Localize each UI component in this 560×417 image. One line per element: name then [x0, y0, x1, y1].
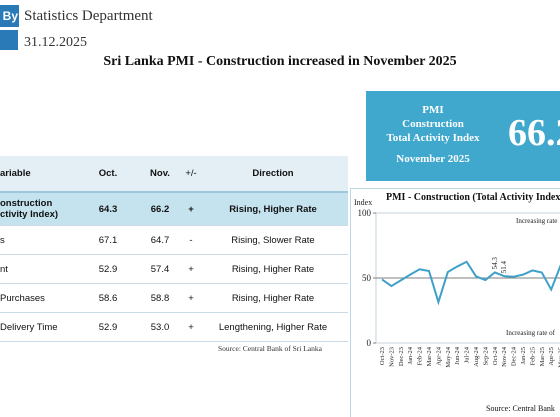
series-line: [381, 260, 560, 306]
row-oct: 64.3: [98, 203, 118, 215]
kpi-label-month: November 2025: [396, 153, 470, 165]
table-row: Purchases 58.6 58.8 + Rising, Higher Rat…: [0, 284, 348, 313]
x-tick-label: Sep-24: [482, 346, 489, 365]
row-sign: +: [188, 263, 194, 275]
x-tick-label: Nov-24: [501, 346, 508, 367]
page-title: Sri Lanka PMI - Construction increased i…: [103, 54, 457, 69]
chart-source: Source: Central Bank: [486, 404, 555, 413]
x-tick-label: Dec-24: [511, 346, 518, 366]
row-variable-line2: ctivity Index): [0, 209, 59, 220]
table-row: s 67.1 64.7 - Rising, Slower Rate: [0, 226, 348, 255]
kpi-card: PMI Construction Total Activity Index No…: [366, 91, 560, 181]
row-variable: onstruction ctivity Index): [0, 193, 95, 225]
header-oct: Oct.: [98, 168, 118, 179]
header-variable: ariable: [0, 168, 31, 179]
x-tick-label: Oct-23: [379, 347, 386, 365]
x-tick-label: Dec-23: [398, 347, 405, 366]
row-sign: +: [188, 321, 194, 333]
logo: By: [0, 5, 19, 27]
data-label: 51.4: [500, 260, 508, 273]
row-variable-line1: onstruction: [0, 198, 53, 209]
table-row: onstruction ctivity Index) 64.3 66.2 + Ri…: [0, 193, 348, 226]
x-tick-label: May-25: [558, 347, 560, 368]
header-change: +/-: [185, 168, 197, 179]
annotation-top: Increasing rate: [516, 217, 557, 225]
annotation-bottom: Increasing rate of: [506, 329, 556, 337]
x-tick-label: Jan-25: [520, 347, 527, 364]
row-variable: nt: [0, 263, 8, 275]
x-tick-label: Jun-24: [454, 346, 461, 364]
kpi-label-index: Total Activity Index: [386, 132, 480, 144]
table-row: nt 52.9 57.4 + Rising, Higher Rate: [0, 255, 348, 284]
row-nov: 64.7: [150, 234, 170, 246]
table-source: Source: Central Bank of Sri Lanka: [218, 344, 322, 353]
x-tick-label: Mar-24: [426, 346, 433, 366]
row-oct: 52.9: [98, 263, 118, 275]
x-tick-label: Oct-24: [492, 346, 499, 365]
kpi-label-block: PMI Construction Total Activity Index No…: [366, 91, 500, 181]
row-nov: 66.2: [150, 203, 170, 215]
data-label: 54.3: [491, 257, 499, 270]
kpi-label-pmi: PMI: [422, 104, 444, 116]
row-direction: Rising, Higher Rate: [231, 263, 315, 275]
row-variable: Delivery Time: [0, 321, 58, 333]
row-nov: 58.8: [150, 292, 170, 304]
kpi-value: 66.2: [508, 112, 560, 154]
y-tick-label: 0: [367, 338, 372, 348]
x-tick-label: Mar-25: [539, 347, 546, 366]
x-tick-label: Apr-24: [435, 346, 442, 365]
row-variable: s: [0, 234, 5, 246]
row-oct: 67.1: [98, 234, 118, 246]
row-nov: 53.0: [150, 321, 170, 333]
kpi-label-construction: Construction: [402, 118, 464, 130]
row-nov: 57.4: [150, 263, 170, 275]
x-tick-label: May-24: [445, 346, 452, 367]
x-tick-label: Feb-25: [529, 347, 536, 365]
row-oct: 58.6: [98, 292, 118, 304]
department-name: Statistics Department: [24, 8, 153, 24]
y-axis-label: Index: [354, 198, 372, 207]
x-tick-label: Aug-24: [473, 346, 480, 367]
row-direction: Rising, Slower Rate: [231, 234, 315, 246]
row-direction: Rising, Higher Rate: [231, 292, 315, 304]
table-header: ariable Oct. Nov. +/- Direction: [0, 156, 348, 193]
pmi-table: ariable Oct. Nov. +/- Direction onstruct…: [0, 156, 348, 342]
y-tick-label: 100: [358, 208, 372, 218]
x-tick-label: Jan-24: [407, 346, 414, 364]
release-date: 31.12.2025: [24, 35, 87, 50]
row-sign: +: [188, 203, 194, 215]
x-tick-label: Apr-25: [548, 347, 555, 366]
header-nov: Nov.: [150, 168, 170, 179]
row-direction: Lengthening, Higher Rate: [218, 321, 328, 333]
chart-title: PMI - Construction (Total Activity Index…: [386, 192, 560, 203]
row-direction: Rising, Higher Rate: [229, 203, 317, 215]
chart-frame: [350, 188, 560, 417]
x-tick-label: Nov-23: [388, 347, 395, 367]
x-tick-label: Jul-24: [464, 346, 471, 363]
table-row: Delivery Time 52.9 53.0 + Lengthening, H…: [0, 313, 348, 342]
row-oct: 52.9: [98, 321, 118, 333]
row-sign: -: [189, 234, 193, 246]
y-tick-label: 50: [362, 273, 372, 283]
x-tick-label: Feb-24: [417, 346, 424, 365]
row-variable: Purchases: [0, 292, 45, 304]
header-direction: Direction: [252, 168, 294, 179]
logo-bar: [0, 30, 18, 50]
row-sign: +: [188, 292, 194, 304]
